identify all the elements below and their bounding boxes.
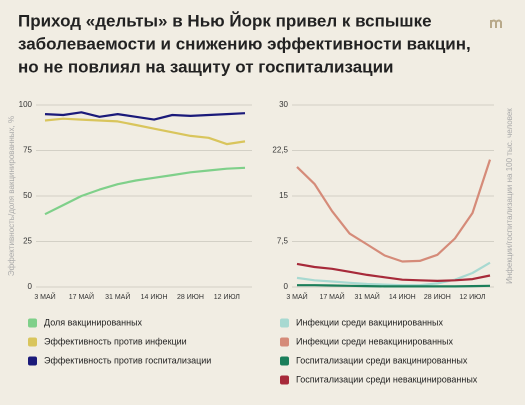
legend-label: Инфекции среди вакцинированных xyxy=(296,317,443,327)
title-line: Приход «дельты» в Нью Йорк привел к вспы… xyxy=(18,11,432,30)
y-tick-label: 0 xyxy=(28,282,33,291)
y-tick-label: 50 xyxy=(23,191,32,200)
x-tick-label: 12 ИЮЛ xyxy=(459,294,486,301)
series-line xyxy=(296,159,492,263)
x-tick-label: 14 ИЮН xyxy=(389,294,416,301)
series-line xyxy=(44,166,246,216)
legend-swatch xyxy=(28,337,37,347)
legend-label: Инфекции среди невакцинированных xyxy=(296,336,453,346)
y-tick-label: 25 xyxy=(23,237,32,246)
x-tick-label: 28 ИЮН xyxy=(177,294,204,301)
y-tick-label: 15 xyxy=(279,191,288,200)
y-tick-label: 100 xyxy=(19,100,33,109)
legend-swatch xyxy=(280,337,289,347)
x-tick-label: 12 ИЮЛ xyxy=(214,294,241,301)
x-tick-label: 17 МАЙ xyxy=(319,292,344,301)
legend-swatch xyxy=(280,318,289,328)
x-tick-label: 14 ИЮН xyxy=(141,294,168,301)
x-tick-label: 17 МАЙ xyxy=(69,292,94,301)
title-line: но не повлиял на защиту от госпитализаци… xyxy=(18,57,394,76)
y-tick-label: 30 xyxy=(279,100,288,109)
logo xyxy=(490,19,502,28)
series-line xyxy=(296,262,491,282)
legend-swatch xyxy=(28,356,37,366)
series-line xyxy=(296,261,491,287)
legend-swatch xyxy=(280,356,289,366)
legend-label: Эффективность против госпитализации xyxy=(44,355,211,365)
x-tick-label: 3 МАЙ xyxy=(34,292,55,301)
x-tick-label: 28 ИЮН xyxy=(424,294,451,301)
y-axis-label: Эффективность/доля вакцинированных, % xyxy=(7,116,16,276)
y-tick-label: 0 xyxy=(284,282,289,291)
x-tick-label: 3 МАЙ xyxy=(286,292,307,301)
y-axis-label: Инфекции/госпитализации на 100 тыс. чело… xyxy=(505,108,514,284)
legend-swatch xyxy=(28,318,37,328)
legend-label: Эффективность против инфекции xyxy=(44,336,187,346)
series-line xyxy=(44,111,246,121)
y-tick-label: 75 xyxy=(23,146,32,155)
legend-swatch xyxy=(280,375,289,385)
series-line xyxy=(44,117,246,146)
x-tick-label: 31 МАЙ xyxy=(355,292,380,301)
legend-label: Госпитализации среди вакцинированных xyxy=(296,355,468,365)
y-tick-label: 7,5 xyxy=(277,237,289,246)
legend-label: Госпитализации среди невакцинированных xyxy=(296,374,478,384)
title-line: заболеваемости и снижению эффективности … xyxy=(18,34,471,53)
series-line xyxy=(297,284,491,288)
y-tick-label: 22,5 xyxy=(272,146,288,155)
legend-label: Доля вакцинированных xyxy=(44,317,143,327)
x-tick-label: 31 МАЙ xyxy=(105,292,130,301)
